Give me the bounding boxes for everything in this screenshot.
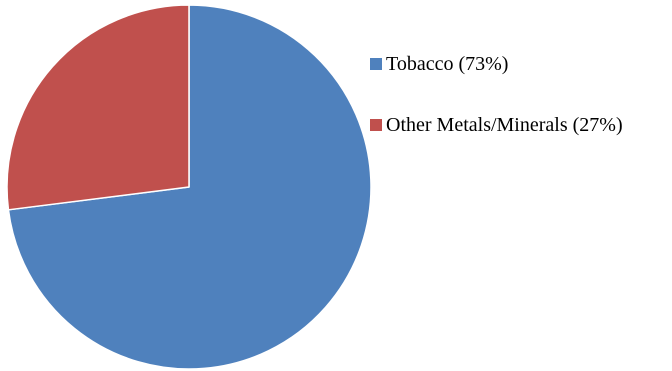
pie-slice-other-metals-minerals [6,4,190,211]
pie-slices [6,4,372,370]
chart-legend: Tobacco (73%) Other Metals/Minerals (27%… [370,50,623,172]
legend-swatch-tobacco [370,58,382,70]
legend-label-other-metals-minerals: Other Metals/Minerals (27%) [386,114,623,136]
legend-label-tobacco: Tobacco (73%) [386,53,509,75]
legend-item-tobacco: Tobacco (73%) [370,50,623,78]
legend-swatch-other-metals-minerals [370,119,382,131]
legend-item-other-metals-minerals: Other Metals/Minerals (27%) [370,111,623,139]
